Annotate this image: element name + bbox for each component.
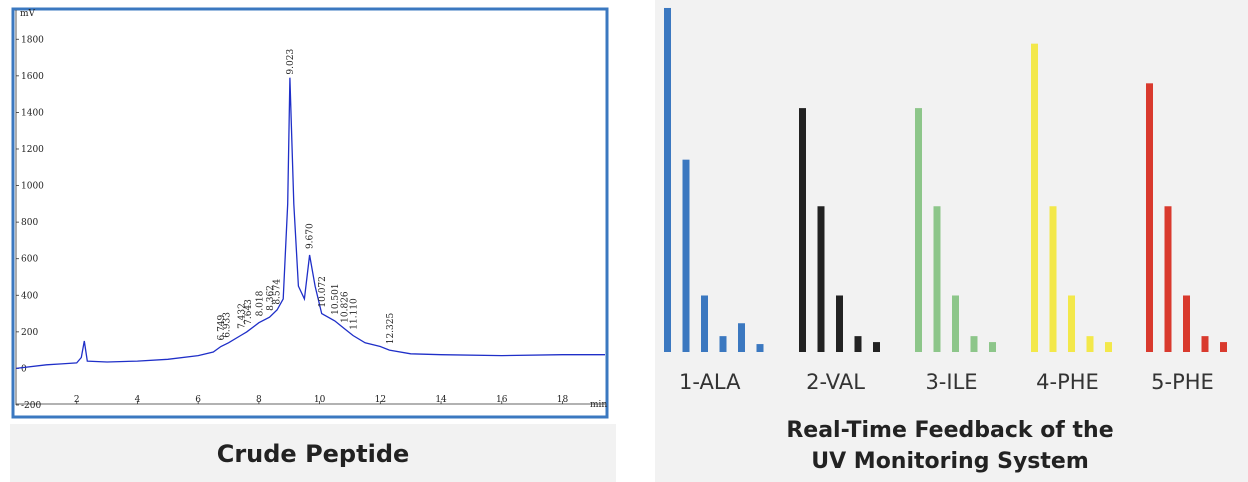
bar	[664, 7, 671, 353]
bar	[970, 336, 978, 352]
caption-panel	[10, 424, 616, 482]
x-tick-label: 12	[375, 395, 386, 405]
bar	[1086, 336, 1094, 352]
bar	[1031, 43, 1038, 353]
x-tick-label: 1-ALA	[679, 370, 741, 394]
peak-label: 6.933	[222, 312, 232, 338]
y-tick-label: 1000	[21, 182, 44, 192]
bar	[1105, 342, 1112, 352]
bar	[1068, 295, 1075, 352]
bar	[854, 336, 862, 352]
bar	[799, 108, 806, 352]
peak-label: 9.023	[286, 49, 296, 75]
y-tick-label: 1400	[21, 108, 44, 118]
bar	[915, 108, 922, 352]
x-tick-label: 8	[256, 395, 262, 405]
bar	[1049, 206, 1057, 352]
bar	[738, 323, 745, 352]
bar	[873, 342, 880, 352]
y-tick-label: 200	[21, 328, 38, 338]
y-tick-label: 800	[21, 218, 38, 228]
y-axis-label: mV	[20, 9, 36, 19]
peak-label: 8.018	[255, 290, 265, 316]
right-panel	[655, 0, 1248, 482]
bar	[682, 159, 690, 352]
peak-label: 6.749	[217, 314, 227, 340]
y-tick-label: 1800	[21, 35, 44, 45]
bar	[836, 295, 843, 352]
bar	[1201, 336, 1209, 352]
y-tick-label: 600	[21, 255, 38, 265]
x-tick-label: 18	[557, 395, 569, 405]
peak-label: 10.072	[318, 276, 328, 308]
bar	[817, 206, 825, 352]
chart-title: Crude Peptide	[217, 440, 410, 468]
x-tick-label: 2	[74, 395, 80, 405]
x-tick-label: 14	[435, 395, 447, 405]
bar	[952, 295, 959, 352]
x-axis-label: min	[590, 400, 607, 410]
bar	[1146, 83, 1153, 352]
bar	[701, 295, 708, 352]
bar	[756, 344, 764, 352]
x-tick-label: 6	[195, 395, 201, 405]
x-tick-label: 4	[135, 395, 141, 405]
x-tick-label: 3-ILE	[925, 370, 977, 394]
y-tick-label: 400	[21, 291, 38, 301]
bar	[1183, 295, 1190, 352]
peak-label: 8.574	[272, 279, 282, 305]
data-line	[15, 77, 605, 370]
chart-title: Real-Time Feedback of the	[786, 418, 1113, 443]
peak-label: 10.501	[331, 283, 341, 315]
x-tick-label: 10	[314, 395, 326, 405]
peak-label: 7.643	[244, 299, 254, 325]
x-tick-label: 2-VAL	[806, 370, 865, 394]
peak-label: 7.432	[238, 303, 248, 329]
peak-label: 9.670	[306, 223, 316, 249]
x-tick-label: 5-PHE	[1151, 370, 1214, 394]
peak-label: 11.110	[349, 298, 359, 330]
x-tick-label: 4-PHE	[1036, 370, 1099, 394]
bar	[1220, 342, 1227, 352]
bar	[933, 206, 941, 352]
peak-label: 12.325	[386, 313, 396, 345]
bar	[719, 336, 727, 352]
bar	[989, 342, 996, 352]
chart-frame	[11, 7, 609, 419]
chart-title: UV Monitoring System	[811, 449, 1089, 474]
y-tick-label: -200	[21, 401, 41, 411]
x-tick-label: 16	[496, 395, 508, 405]
y-tick-label: 0	[21, 364, 27, 374]
bar	[1164, 206, 1172, 352]
y-tick-label: 1200	[21, 145, 44, 155]
peak-label: 8.362	[266, 285, 276, 311]
y-tick-label: 1600	[21, 72, 44, 82]
peak-label: 10.826	[341, 291, 351, 323]
